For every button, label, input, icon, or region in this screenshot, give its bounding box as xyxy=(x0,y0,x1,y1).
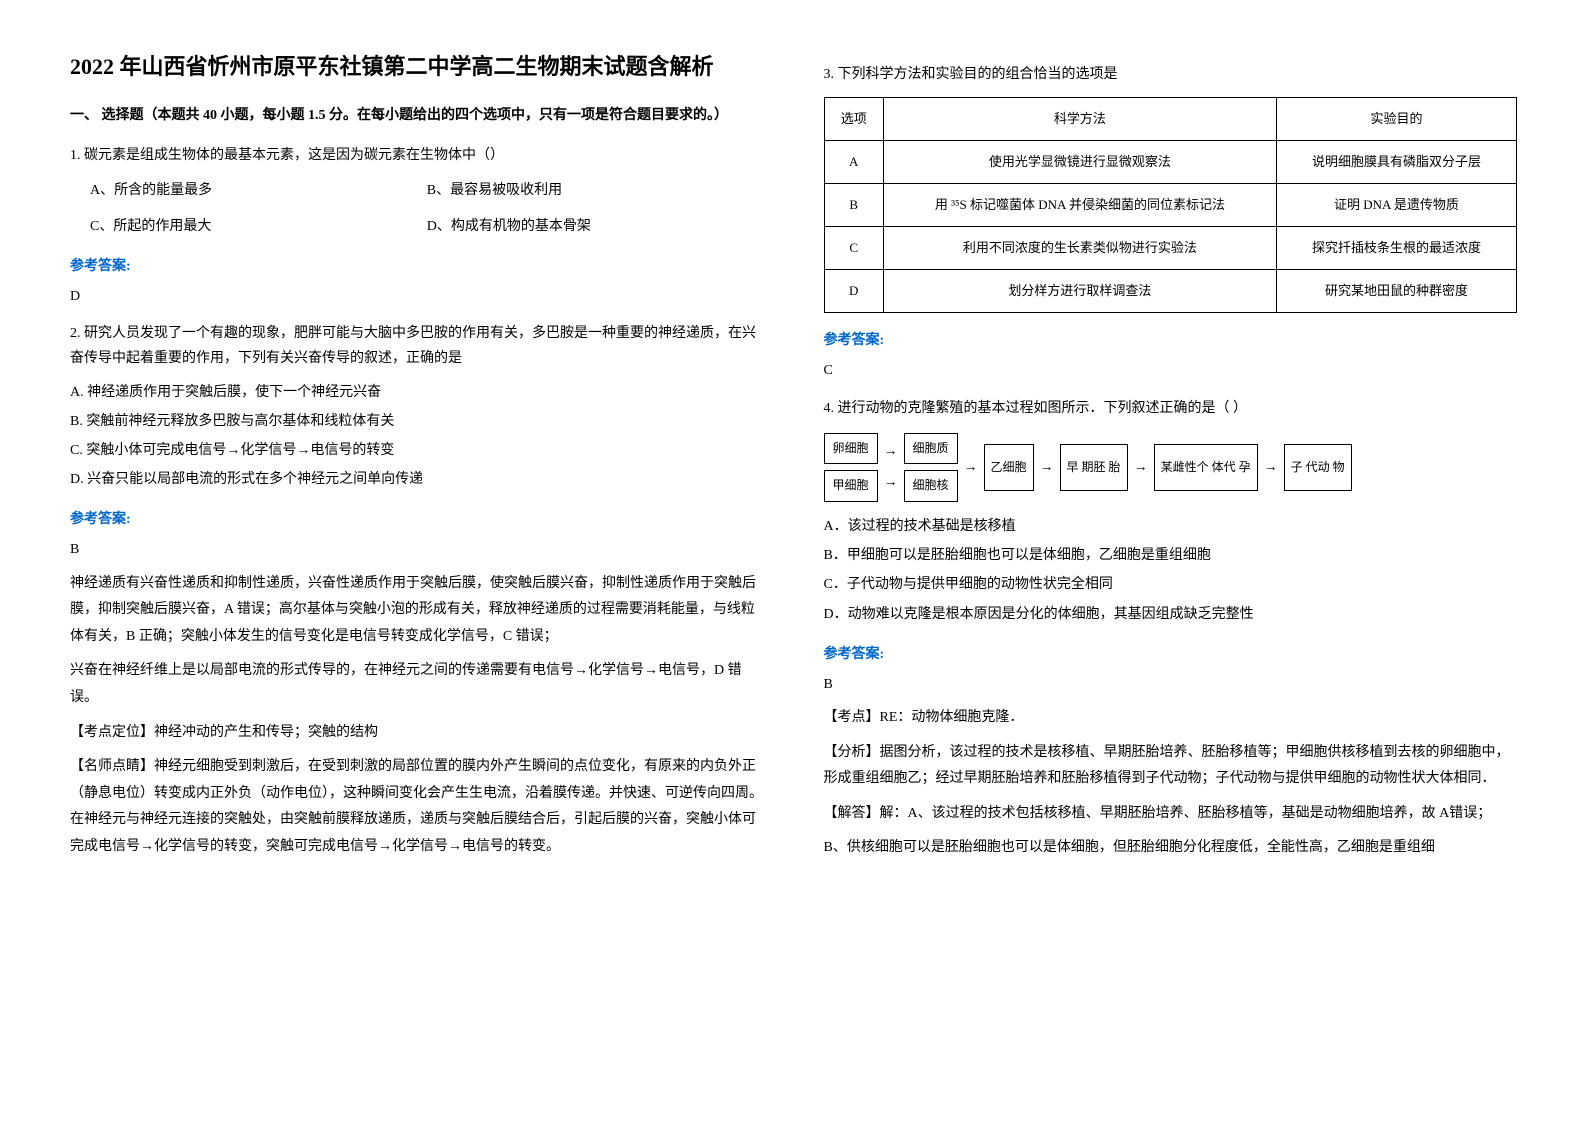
q1-answer: D xyxy=(70,284,764,309)
table-header-row: 选项 科学方法 实验目的 xyxy=(824,98,1517,141)
table-cell: A xyxy=(824,141,883,184)
section-header: 一、 选择题（本题共 40 小题，每小题 1.5 分。在每小题给出的四个选项中，… xyxy=(70,103,764,128)
table-cell: D xyxy=(824,270,883,313)
table-header: 实验目的 xyxy=(1276,98,1516,141)
q2-point: 【考点定位】神经冲动的产生和传导；突触的结构 xyxy=(70,720,764,747)
q1-text: 1. 碳元素是组成生物体的最基本元素，这是因为碳元素在生物体中（） xyxy=(70,143,764,168)
q3-table: 选项 科学方法 实验目的 A 使用光学显微镜进行显微观察法 说明细胞膜具有磷脂双… xyxy=(824,97,1518,313)
flow-box: 细胞核 xyxy=(904,470,958,502)
flow-col1: 卵细胞 甲细胞 xyxy=(824,433,878,502)
q2-optA: A. 神经递质作用于突触后膜，使下一个神经元兴奋 xyxy=(70,380,764,405)
right-column: 3. 下列科学方法和实验目的的组合恰当的选项是 选项 科学方法 实验目的 A 使… xyxy=(794,50,1548,1072)
q1-optB: B、最容易被吸收利用 xyxy=(427,178,764,203)
flow-box: 乙细胞 xyxy=(984,444,1034,492)
table-cell: B xyxy=(824,184,883,227)
table-cell: 证明 DNA 是遗传物质 xyxy=(1276,184,1516,227)
arrow-right-icon: → xyxy=(1264,455,1278,480)
q4-optA: A．该过程的技术基础是核移植 xyxy=(824,514,1518,539)
table-header: 选项 xyxy=(824,98,883,141)
page-title: 2022 年山西省忻州市原平东社镇第二中学高二生物期末试题含解析 xyxy=(70,50,764,83)
flow-box: 细胞质 xyxy=(904,433,958,465)
answer-label: 参考答案: xyxy=(824,328,1518,353)
q1-optD: D、构成有机物的基本骨架 xyxy=(427,214,764,239)
q1-options-row2: C、所起的作用最大 D、构成有机物的基本骨架 xyxy=(70,214,764,239)
table-cell: 利用不同浓度的生长素类似物进行实验法 xyxy=(883,227,1276,270)
q4-solve1: 【解答】解：A、该过程的技术包括核移植、早期胚胎培养、胚胎移植等，基础是动物细胞… xyxy=(824,801,1518,828)
table-row: D 划分样方进行取样调查法 研究某地田鼠的种群密度 xyxy=(824,270,1517,313)
flow-box: 卵细胞 xyxy=(824,433,878,465)
answer-label: 参考答案: xyxy=(70,254,764,279)
q4-text: 4. 进行动物的克隆繁殖的基本过程如图所示．下列叙述正确的是（ ） xyxy=(824,396,1518,421)
answer-label: 参考答案: xyxy=(70,507,764,532)
table-cell: 使用光学显微镜进行显微观察法 xyxy=(883,141,1276,184)
q4-optC: C．子代动物与提供甲细胞的动物性状完全相同 xyxy=(824,572,1518,597)
q4-solve2: B、供核细胞可以是胚胎细胞也可以是体细胞，但胚胎细胞分化程度低，全能性高，乙细胞… xyxy=(824,835,1518,862)
table-cell: 研究某地田鼠的种群密度 xyxy=(1276,270,1516,313)
flow-box: 早 期胚 胎 xyxy=(1060,444,1128,492)
flow-col2: 细胞质 细胞核 xyxy=(904,433,958,502)
q3-answer: C xyxy=(824,358,1518,383)
arrow-right-icon: → xyxy=(884,439,898,464)
q4-optD: D．动物难以克隆是根本原因是分化的体细胞，其基因组成缺乏完整性 xyxy=(824,602,1518,627)
table-cell: 探究扦插枝条生根的最适浓度 xyxy=(1276,227,1516,270)
q2-tip: 【名师点睛】神经元细胞受到刺激后，在受到刺激的局部位置的膜内外产生瞬间的点位变化… xyxy=(70,754,764,860)
flow-box: 甲细胞 xyxy=(824,470,878,502)
q1-optA: A、所含的能量最多 xyxy=(90,178,427,203)
q2-explain1: 神经递质有兴奋性递质和抑制性递质，兴奋性递质作用于突触后膜，使突触后膜兴奋，抑制… xyxy=(70,571,764,651)
arrow-col: → → xyxy=(884,439,898,495)
table-cell: 说明细胞膜具有磷脂双分子层 xyxy=(1276,141,1516,184)
arrow-right-icon: → xyxy=(964,455,978,480)
q3-text: 3. 下列科学方法和实验目的的组合恰当的选项是 xyxy=(824,62,1518,87)
arrow-right-icon: → xyxy=(884,470,898,495)
table-cell: 划分样方进行取样调查法 xyxy=(883,270,1276,313)
flow-box: 子 代动 物 xyxy=(1284,444,1352,492)
q4-flow-diagram: 卵细胞 甲细胞 → → 细胞质 细胞核 → 乙细胞 → 早 期胚 胎 → 某雌性… xyxy=(824,433,1518,502)
table-row: B 用 ³⁵S 标记噬菌体 DNA 并侵染细菌的同位素标记法 证明 DNA 是遗… xyxy=(824,184,1517,227)
arrow-right-icon: → xyxy=(1134,455,1148,480)
q4-answer: B xyxy=(824,672,1518,697)
flow-box: 某雌性个 体代 孕 xyxy=(1154,444,1258,492)
table-header: 科学方法 xyxy=(883,98,1276,141)
q2-text: 2. 研究人员发现了一个有趣的现象，肥胖可能与大脑中多巴胺的作用有关，多巴胺是一… xyxy=(70,321,764,371)
table-row: A 使用光学显微镜进行显微观察法 说明细胞膜具有磷脂双分子层 xyxy=(824,141,1517,184)
table-cell: 用 ³⁵S 标记噬菌体 DNA 并侵染细菌的同位素标记法 xyxy=(883,184,1276,227)
arrow-right-icon: → xyxy=(1040,455,1054,480)
left-column: 2022 年山西省忻州市原平东社镇第二中学高二生物期末试题含解析 一、 选择题（… xyxy=(40,50,794,1072)
q2-optD: D. 兴奋只能以局部电流的形式在多个神经元之间单向传递 xyxy=(70,467,764,492)
q4-optB: B．甲细胞可以是胚胎细胞也可以是体细胞，乙细胞是重组细胞 xyxy=(824,543,1518,568)
answer-label: 参考答案: xyxy=(824,642,1518,667)
q1-optC: C、所起的作用最大 xyxy=(90,214,427,239)
q4-point: 【考点】RE：动物体细胞克隆． xyxy=(824,705,1518,732)
q1-options-row1: A、所含的能量最多 B、最容易被吸收利用 xyxy=(70,178,764,203)
q2-optC: C. 突触小体可完成电信号→化学信号→电信号的转变 xyxy=(70,438,764,463)
q2-explain2: 兴奋在神经纤维上是以局部电流的形式传导的，在神经元之间的传递需要有电信号→化学信… xyxy=(70,658,764,711)
q2-answer: B xyxy=(70,537,764,562)
table-cell: C xyxy=(824,227,883,270)
q4-analysis: 【分析】据图分析，该过程的技术是核移植、早期胚胎培养、胚胎移植等；甲细胞供核移植… xyxy=(824,740,1518,793)
table-row: C 利用不同浓度的生长素类似物进行实验法 探究扦插枝条生根的最适浓度 xyxy=(824,227,1517,270)
q2-optB: B. 突触前神经元释放多巴胺与高尔基体和线粒体有关 xyxy=(70,409,764,434)
